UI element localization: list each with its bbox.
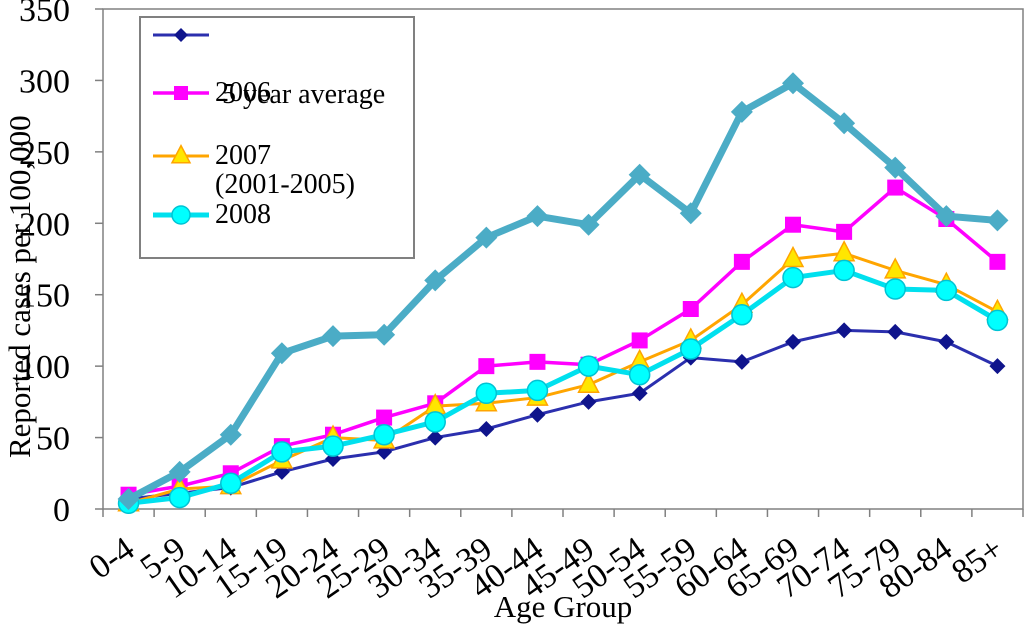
series-marker (427, 429, 444, 446)
series-marker (935, 279, 958, 302)
series-marker (475, 382, 498, 405)
series-marker (836, 322, 853, 339)
series-marker (577, 355, 600, 377)
series-marker (679, 202, 702, 225)
series-marker (832, 240, 856, 262)
legend-label: 2008 (215, 199, 271, 230)
series-marker (376, 409, 393, 426)
series-marker (986, 209, 1009, 232)
series-marker (782, 72, 804, 95)
legend-marker-5yr-average (153, 28, 209, 42)
series-marker (270, 342, 293, 365)
series-marker (887, 323, 904, 340)
series-marker (424, 411, 446, 433)
series-marker (577, 213, 600, 236)
legend-label: 5 year average (2001-2005) (215, 20, 385, 260)
series-marker (884, 278, 906, 300)
series-marker (475, 226, 498, 249)
series-marker (781, 245, 805, 268)
series-marker (989, 358, 1006, 375)
series-line-unlabeled (126, 79, 998, 503)
legend-marker-2007 (153, 144, 209, 164)
legend-entry-5yr-average: 5 year average (2001-2005) (153, 20, 385, 260)
series-marker (628, 363, 651, 386)
series-marker (117, 488, 140, 510)
y-axis-tick-label: 150 (19, 278, 70, 315)
series-marker (682, 301, 699, 317)
series-marker (935, 205, 958, 228)
series-2008 (117, 259, 1009, 515)
legend-label-line2: (2001-2005) (215, 169, 355, 200)
series-marker (322, 325, 344, 348)
series-marker (833, 112, 856, 135)
series-marker (170, 144, 192, 164)
x-axis-category-label: 85+ (945, 530, 1010, 591)
series-line-avg (128, 328, 999, 501)
legend-entry-2007: 2007 (153, 141, 271, 171)
series-marker (628, 163, 651, 186)
series-marker (373, 323, 396, 346)
series-marker (884, 156, 907, 179)
series-marker (580, 393, 597, 410)
legend-label-line1: 5 year average (215, 79, 386, 110)
series-marker (424, 269, 447, 292)
y-axis-tick-label: 350 (19, 0, 70, 29)
series-marker (171, 205, 191, 225)
series-marker (219, 423, 242, 446)
legend-label: 2006 (215, 77, 271, 108)
series-marker (631, 385, 648, 402)
series-marker (887, 179, 904, 196)
y-axis-title: Reported cases per 100,000 (2, 115, 37, 459)
series-marker (526, 205, 549, 228)
legend-entry-2006: 2006 (153, 78, 271, 108)
series-marker (631, 332, 648, 349)
series-marker (478, 358, 495, 375)
y-axis-tick-label: 100 (19, 349, 70, 386)
series-marker (577, 371, 600, 393)
series-marker (986, 309, 1009, 332)
legend-entry-2008: 2008 (153, 200, 271, 230)
series-marker (168, 486, 191, 509)
series-marker (373, 423, 395, 446)
series-marker (174, 28, 188, 42)
series-marker (529, 353, 546, 370)
series-marker (733, 253, 750, 270)
series-marker (168, 460, 191, 483)
series-marker (529, 406, 546, 423)
series-marker (271, 441, 293, 463)
y-axis-tick-label: 200 (19, 206, 70, 243)
series-marker (478, 421, 495, 437)
series-marker (322, 435, 344, 457)
series-marker (989, 253, 1006, 270)
series-marker (526, 379, 549, 402)
series-marker (938, 333, 955, 350)
series-marker (733, 353, 750, 370)
legend: 5 year average (2001-2005) 2006 2007 200… (139, 16, 415, 259)
x-axis-category-label: 0-4 (83, 530, 141, 586)
series-marker (680, 338, 702, 360)
x-axis-title: Age Group (493, 589, 633, 624)
y-axis-tick-label: 0 (53, 492, 70, 529)
series-avg (120, 322, 1006, 507)
y-axis-tick-label: 50 (36, 421, 70, 458)
legend-marker-2006 (153, 86, 209, 100)
series-marker (883, 257, 907, 279)
series-marker (220, 472, 242, 495)
legend-label: 2007 (215, 140, 271, 171)
series-marker (782, 266, 804, 289)
series-marker (785, 216, 801, 233)
series-marker (174, 86, 188, 100)
legend-marker-2008 (153, 205, 209, 225)
series-marker (836, 223, 853, 240)
series-unlabeled (117, 72, 1009, 510)
series-marker (731, 303, 753, 326)
y-axis-tick-label: 300 (19, 63, 70, 100)
y-axis-tick-label: 250 (19, 135, 70, 172)
series-marker (785, 333, 801, 350)
series-marker (730, 100, 753, 123)
series-marker (833, 259, 855, 282)
